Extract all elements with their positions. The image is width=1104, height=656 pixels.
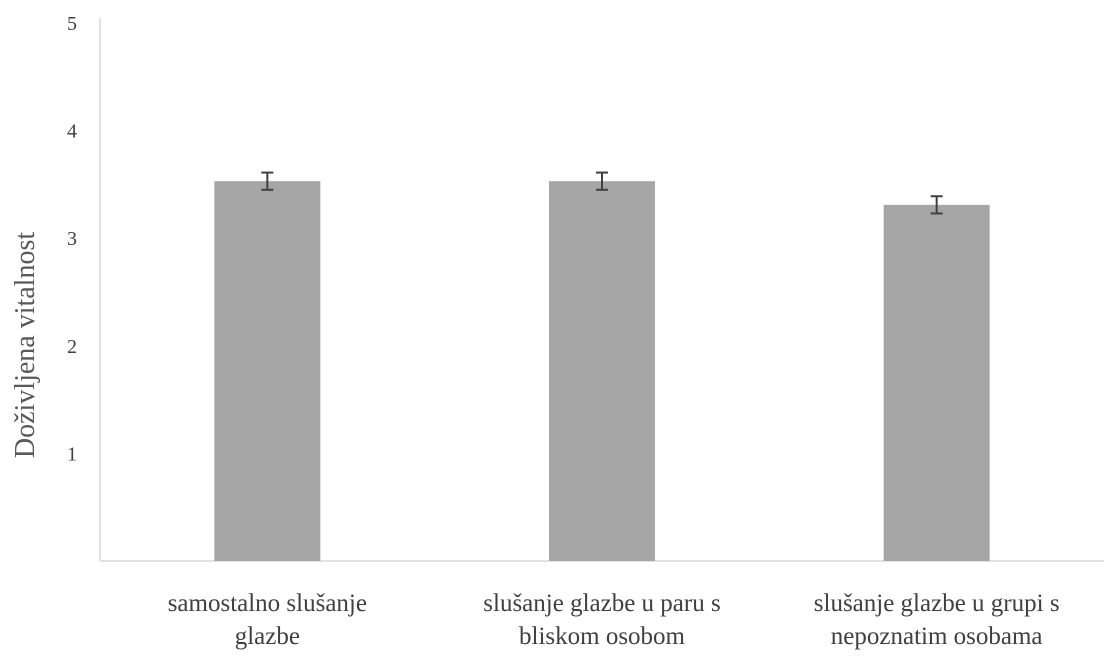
error-bar (261, 171, 274, 191)
category-label: slušanje glazbe u paru s (483, 590, 720, 617)
y-tick-label: 4 (67, 121, 77, 143)
error-bar (930, 195, 943, 215)
category-labels: samostalno slušanje glazbe slušanje glazbe… (168, 590, 1060, 650)
y-tick-labels: 1 2 3 4 5 (67, 13, 77, 465)
category-label: nepoznatim osobama (831, 623, 1043, 650)
y-tick-label: 2 (67, 336, 77, 358)
error-bar (596, 171, 608, 191)
category-label: samostalno slušanje (168, 590, 367, 617)
bar (883, 204, 990, 561)
bars (214, 181, 990, 561)
y-axis-title: Doživljena vitalnost (10, 232, 41, 459)
bar (214, 181, 321, 561)
y-tick-label: 1 (67, 443, 77, 465)
y-tick-label: 5 (67, 13, 77, 35)
error-bars (261, 171, 943, 215)
bar (549, 181, 655, 561)
category-label: slušanje glazbe u grupi s (814, 590, 1060, 617)
category-label: glazbe (235, 623, 300, 650)
y-tick-label: 3 (67, 228, 77, 250)
category-label: bliskom osobom (519, 623, 686, 650)
